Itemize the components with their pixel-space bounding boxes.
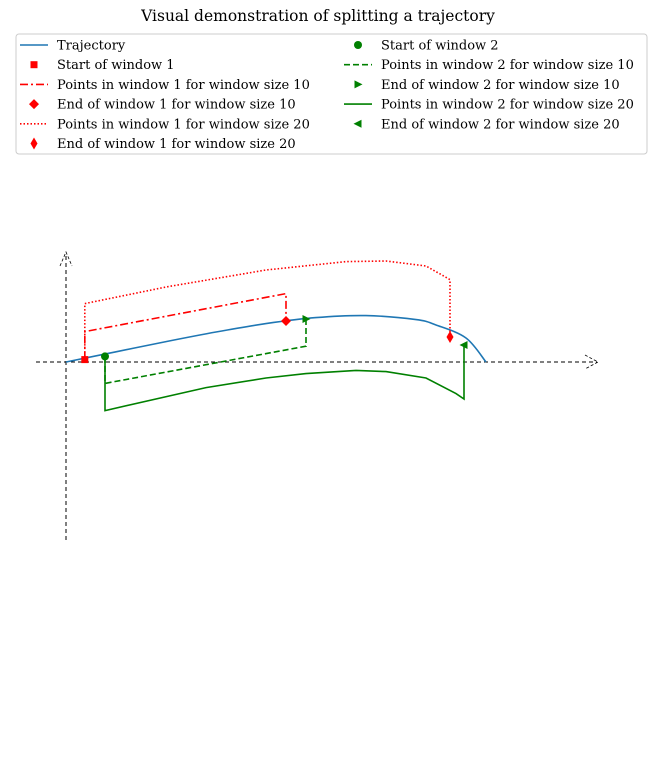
series-window-2-size-10 — [104, 319, 307, 385]
legend-label: End of window 1 for window size 10 — [57, 98, 296, 113]
legend-marker — [354, 41, 362, 49]
legend-item: Points in window 2 for window size 10 — [344, 58, 634, 73]
legend-label: Start of window 2 — [381, 39, 499, 54]
legend-item: End of window 2 for window size 20 — [353, 117, 620, 132]
legend-label: End of window 1 for window size 20 — [57, 137, 296, 152]
series-window-1-size-10 — [84, 292, 287, 360]
axes — [36, 250, 599, 540]
legend-item: Start of window 2 — [354, 39, 499, 54]
legend-frame — [15, 33, 648, 155]
legend-item: Points in window 2 for window size 20 — [344, 98, 634, 113]
legend-label: Trajectory — [57, 39, 126, 54]
legend-label: Points in window 2 for window size 20 — [381, 98, 634, 113]
legend-label: End of window 2 for window size 10 — [381, 78, 620, 93]
legend-item: Trajectory — [20, 39, 126, 54]
legend-marker — [30, 61, 38, 69]
legend-marker — [30, 137, 38, 150]
chart-title: Visual demonstration of splitting a traj… — [140, 7, 495, 25]
marker-end-window-1-size-20 — [446, 331, 454, 343]
legend-marker — [29, 99, 39, 110]
marker-start-window-1 — [81, 356, 89, 364]
marker-end-window-1-size-10 — [281, 316, 291, 326]
legend-label: Points in window 1 for window size 10 — [57, 78, 310, 93]
y-axis-arrowhead — [59, 250, 73, 267]
marker-start-window-2 — [101, 352, 109, 361]
legend-label: Start of window 1 — [57, 58, 175, 73]
legend-item: Points in window 1 for window size 10 — [20, 78, 310, 93]
marker-end-window-2-size-10 — [302, 315, 311, 323]
series-trajectory — [65, 314, 487, 363]
legend: Trajectory Start of window 1 Points in win… — [15, 33, 648, 155]
legend-marker — [354, 80, 363, 89]
legend-item: End of window 1 for window size 10 — [29, 98, 296, 113]
legend-marker — [353, 119, 362, 128]
legend-label: Points in window 1 for window size 20 — [57, 117, 310, 132]
series-window-2-size-20 — [104, 345, 465, 412]
plot-area — [65, 260, 487, 412]
legend-item: End of window 1 for window size 20 — [30, 137, 296, 152]
legend-label: End of window 2 for window size 20 — [381, 117, 620, 132]
legend-item: End of window 2 for window size 10 — [354, 78, 620, 93]
legend-label: Points in window 2 for window size 10 — [381, 58, 634, 73]
series-window-1-size-20 — [84, 260, 451, 360]
legend-item: Points in window 1 for window size 20 — [20, 117, 310, 132]
marker-end-window-2-size-20 — [459, 341, 468, 349]
legend-item: Start of window 1 — [30, 58, 175, 73]
